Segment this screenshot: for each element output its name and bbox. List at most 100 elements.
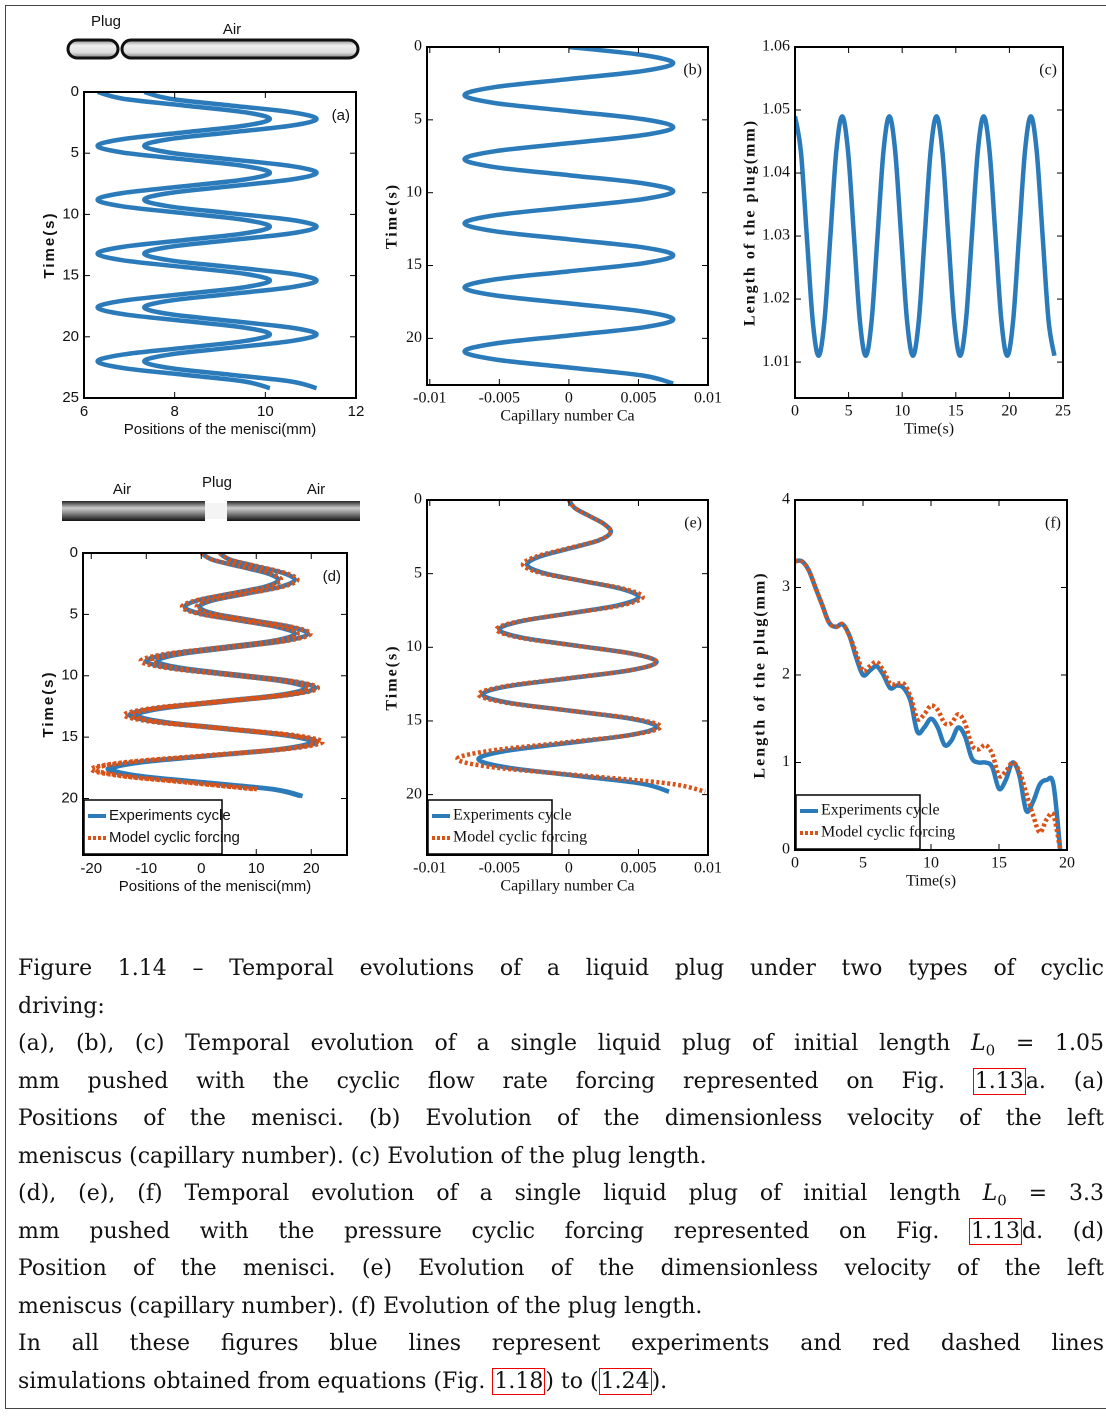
x-axis-label: Capillary number Ca <box>500 408 634 425</box>
y-tick-label: 1 <box>782 753 790 770</box>
reference-link[interactable]: 1.18 <box>492 1367 546 1395</box>
y-tick-label: 15 <box>406 256 422 273</box>
y-tick-label: 1.06 <box>762 38 790 55</box>
y-tick-label: 15 <box>61 728 78 745</box>
legend-label: Model cyclic forcing <box>109 829 240 846</box>
y-tick-label: 0 <box>414 491 422 508</box>
x-tick-label: 10 <box>248 860 265 877</box>
x-tick-label: -0.005 <box>479 390 520 407</box>
tube-segment <box>66 38 120 60</box>
x-axis-label: Positions of the menisci(mm) <box>119 878 312 895</box>
x-tick-label: 20 <box>303 860 320 877</box>
tube-diagram-a: Plug Air <box>66 13 360 60</box>
x-tick-label: 0.005 <box>620 390 656 407</box>
math-symbol: L0 <box>971 1031 996 1060</box>
y-tick-label: 10 <box>406 183 422 200</box>
legend-box <box>83 799 223 855</box>
x-axis-label: Positions of the menisci(mm) <box>124 421 317 438</box>
axes-box <box>426 499 709 856</box>
y-tick-label: 0 <box>414 38 422 55</box>
figure: Plug Air Air Plug Air 6 8 10 120510152025Po… <box>40 13 1075 895</box>
y-axis-label: Time(s) <box>40 670 57 737</box>
caption-text: In all these figures blue lines represen… <box>18 1331 1104 1356</box>
x-tick-label: 0.01 <box>694 390 722 407</box>
y-tick-label: 15 <box>406 712 422 729</box>
diagram-label: Air <box>113 481 131 498</box>
plot-area <box>795 558 1063 850</box>
reference-link[interactable]: 1.13 <box>972 1067 1026 1095</box>
data-line <box>93 553 325 792</box>
caption-text: ) to ( <box>545 1368 599 1394</box>
data-line <box>795 558 1063 850</box>
tube-segment <box>120 38 360 60</box>
y-tick-label: 10 <box>61 667 78 684</box>
panel-label: (d) <box>323 568 341 585</box>
y-tick-label: 20 <box>62 328 79 345</box>
math-subscript: 0 <box>985 1041 996 1060</box>
data-line <box>95 92 273 391</box>
y-tick-label: 5 <box>71 144 79 161</box>
figure-frame <box>5 5 1106 1409</box>
y-tick-label: 2 <box>782 666 790 683</box>
legend-label: Model cyclic forcing <box>821 824 955 841</box>
x-tick-label: 15 <box>948 403 964 420</box>
y-tick-label: 1.03 <box>762 227 790 244</box>
caption-line: In all these figures blue lines represen… <box>18 1325 1104 1363</box>
axes-box <box>794 46 1064 399</box>
caption-text: Positions of the menisci. (b) Evolution … <box>18 1106 1104 1131</box>
data-line <box>462 47 676 385</box>
x-axis-label: Capillary number Ca <box>500 878 634 895</box>
caption-text: Position of the menisci. (e) Evolution o… <box>18 1256 1104 1281</box>
panel-label: (f) <box>1045 515 1061 532</box>
caption-text: = 3.3 <box>1006 1181 1104 1206</box>
math-subscript: 0 <box>997 1191 1007 1210</box>
data-line <box>795 558 1063 850</box>
axes-box <box>426 46 709 386</box>
y-tick-label: 15 <box>62 267 79 284</box>
y-tick-label: 0 <box>782 841 790 858</box>
y-axis-label: Length of the plug(mm) <box>752 571 769 778</box>
axes-box <box>83 91 357 399</box>
legend-box <box>427 799 553 855</box>
caption-text: meniscus (capillary number). (c) Evoluti… <box>18 1143 707 1169</box>
x-tick-label: 0.01 <box>694 860 722 877</box>
tube-segment <box>227 501 360 521</box>
plug <box>205 503 227 519</box>
x-tick-label: 8 <box>170 403 178 420</box>
caption-text: mm pushed with the cyclic flow rate forc… <box>18 1068 973 1094</box>
y-tick-label: 0 <box>71 83 79 100</box>
x-axis-label: Time(s) <box>904 421 954 438</box>
plot-area <box>462 47 676 385</box>
data-line <box>795 114 1057 359</box>
y-tick-label: 20 <box>406 785 422 802</box>
diagram-label: Plug <box>202 474 232 491</box>
plot-area <box>455 500 706 794</box>
caption-text: (a), (b), (c) Temporal evolution of a si… <box>18 1031 972 1056</box>
x-tick-label: 10 <box>923 855 939 872</box>
diagram-label: Air <box>307 481 325 498</box>
reference-link[interactable]: 1.13 <box>969 1217 1023 1245</box>
x-tick-label: 0.005 <box>620 860 656 877</box>
chart-panel: 6 8 10 12 0 5 10 15 20 25 Positions of the menisci… <box>41 83 364 438</box>
y-axis-label: Time(s) <box>384 183 401 249</box>
y-tick-label: 10 <box>406 638 422 655</box>
caption-line: (a), (b), (c) Temporal evolution of a si… <box>18 1025 1104 1063</box>
y-axis-label: Time(s) <box>41 211 58 278</box>
legend-box <box>795 794 921 850</box>
y-axis-label: Time(s) <box>384 644 401 710</box>
y-tick-label: 1.05 <box>762 101 790 118</box>
figure-caption: Figure 1.14 – Temporal evolutions of a l… <box>18 950 1104 1400</box>
diagram-label: Plug <box>91 13 121 30</box>
data-line <box>142 92 319 391</box>
caption-text: (d), (e), (f) Temporal evolution of a si… <box>18 1181 983 1206</box>
tube-segment <box>62 501 205 521</box>
chart-panel: 0 5 10 15 20 25 1.01 1.02 1.03 1.04 1.05 1.06 Time(s… <box>742 38 1071 438</box>
chart-panel: -0.01 -0.005 0 0.005 0.01 0 5 10 15 20 Capillary n… <box>384 491 722 895</box>
tube-diagram-d: Air Plug Air <box>62 474 360 521</box>
reference-link[interactable]: 1.24 <box>598 1367 652 1395</box>
caption-line: Positions of the menisci. (b) Evolution … <box>18 1100 1104 1138</box>
caption-text: meniscus (capillary number). (f) Evoluti… <box>18 1293 703 1319</box>
y-tick-label: 1.04 <box>762 164 790 181</box>
y-tick-label: 5 <box>414 564 422 581</box>
